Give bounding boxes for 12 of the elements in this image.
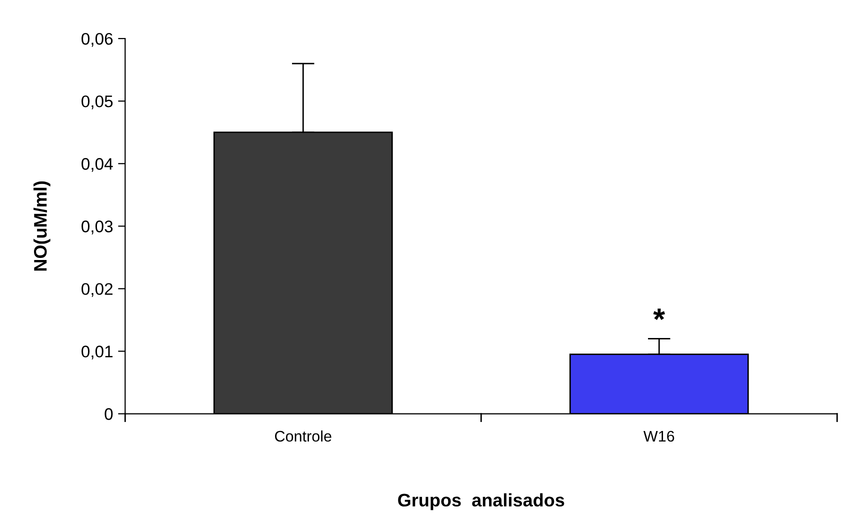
y-tick-label: 0,01	[82, 346, 113, 360]
annotation: *	[653, 308, 666, 320]
y-tick-label: 0	[104, 408, 113, 420]
x-axis-title: Grupos analisados	[398, 493, 564, 510]
y-tick-label: 0,06	[82, 32, 113, 47]
y-tick-label: 0,03	[82, 220, 113, 234]
x-tick-label: Controle	[275, 430, 332, 442]
y-tick-label: 0,05	[82, 95, 113, 110]
x-tick-label: W16	[643, 430, 674, 442]
y-tick-label: 0,04	[82, 158, 113, 172]
y-tick-label: 0,02	[82, 283, 112, 297]
y-axis-title: NO(uM/ml)	[34, 181, 50, 271]
